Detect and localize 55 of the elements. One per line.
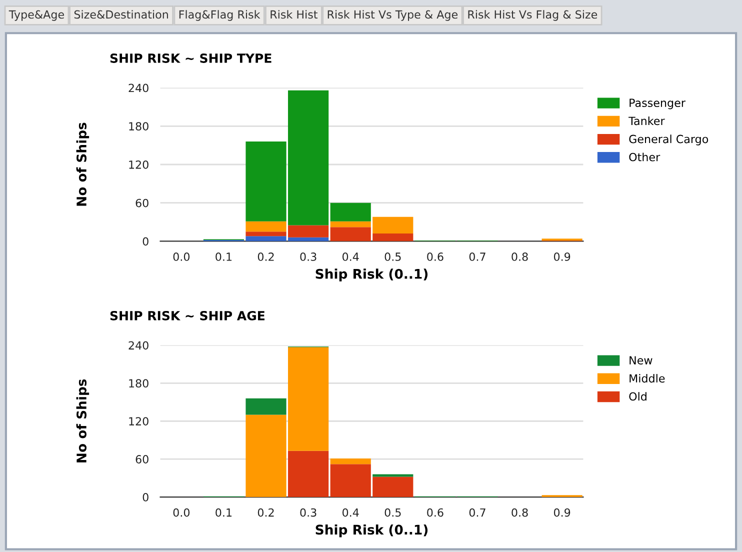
x-tick-label: 0.7 <box>469 252 486 261</box>
x-tick-label: 0.5 <box>384 252 401 261</box>
x-tick-label: 0.1 <box>216 508 232 517</box>
text: Risk Hist Vs Flag & Size <box>468 10 598 21</box>
y-tick-label: 240 <box>128 341 148 350</box>
x-tick-label: 0.3 <box>300 252 316 261</box>
y-tick-label: 120 <box>129 417 148 426</box>
x-axis-title: Ship Risk (0..1) <box>316 524 428 538</box>
x-axis-title: Ship Risk (0..1) <box>316 268 428 282</box>
legend-label: New <box>630 356 652 364</box>
text: Size&Destination <box>74 10 168 19</box>
x-tick-label: 0.8 <box>512 252 528 261</box>
legend-label: Other <box>629 152 660 162</box>
text: Risk Hist Vs Type & Age <box>328 10 458 21</box>
legend-label: Tanker <box>628 116 665 126</box>
x-tick-label: 0.1 <box>216 252 232 261</box>
x-tick-label: 0.9 <box>554 252 570 261</box>
bar <box>330 458 371 464</box>
text: Flag&Flag Risk <box>179 10 260 21</box>
x-tick-label: 0.4 <box>342 508 359 517</box>
x-tick-label: 0.2 <box>258 252 274 261</box>
legend-label: General Cargo <box>629 134 708 146</box>
x-tick-label: 0.8 <box>512 508 528 517</box>
y-tick-label: 0 <box>142 237 148 246</box>
legend-label: Old <box>629 392 646 401</box>
text: Risk Hist <box>270 10 318 19</box>
y-tick-label: 60 <box>136 455 148 464</box>
y-axis-title: No of Ships <box>76 122 90 206</box>
y-tick-label: 240 <box>128 84 148 92</box>
bar <box>372 474 414 477</box>
x-tick-label: 0.6 <box>427 252 444 261</box>
bar <box>246 221 286 232</box>
bar <box>330 202 371 222</box>
bar <box>246 398 286 415</box>
legend-label: Passenger <box>630 98 686 110</box>
y-tick-label: 180 <box>129 122 148 131</box>
y-axis-title: No of Ships <box>76 379 90 462</box>
x-tick-label: 0.7 <box>469 508 486 517</box>
y-tick-label: 0 <box>142 492 148 502</box>
y-tick-label: 120 <box>129 160 148 169</box>
chart-title: SHIP RISK ~ SHIP TYPE <box>110 53 272 63</box>
legend-label: Middle <box>630 374 665 383</box>
bar <box>288 450 329 498</box>
x-tick-label: 0.6 <box>427 508 444 517</box>
y-tick-label: 60 <box>136 198 148 208</box>
x-tick-label: 0.0 <box>173 508 190 517</box>
x-tick-label: 0.9 <box>554 508 570 517</box>
x-tick-label: 0.3 <box>300 508 316 517</box>
x-tick-label: 0.4 <box>342 252 359 261</box>
x-tick-label: 0.2 <box>258 508 274 517</box>
chart-title: SHIP RISK ~ SHIP AGE <box>110 310 264 320</box>
x-tick-label: 0.0 <box>173 252 190 261</box>
text: Type&Age <box>8 10 64 21</box>
x-tick-label: 0.5 <box>384 508 401 517</box>
y-tick-label: 180 <box>129 379 148 388</box>
